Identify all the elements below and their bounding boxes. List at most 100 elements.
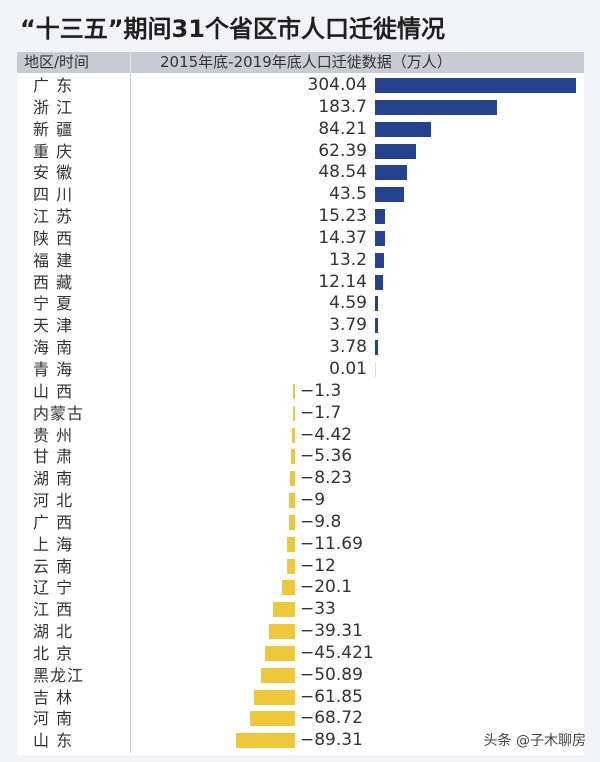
bar-positive	[375, 274, 384, 290]
table-row: 重 庆 62.39	[17, 141, 584, 163]
table-row: 福 建 13.2	[17, 250, 584, 272]
table-row: 甘 肃 −5.36	[17, 446, 584, 468]
table-row: 山 东 −89.31	[17, 730, 584, 752]
header-region: 地区/时间	[24, 53, 90, 71]
migration-value: −1.7	[300, 402, 342, 423]
bar-negative	[288, 514, 295, 530]
column-divider	[130, 73, 131, 753]
migration-value: −9	[300, 490, 326, 511]
migration-value: −61.85	[300, 686, 363, 707]
table-row: 山 西 −1.3	[17, 381, 584, 403]
source-watermark: 头条 @子木聊房	[483, 733, 586, 749]
table-row: 四 川 43.5	[17, 184, 584, 206]
migration-value: 48.54	[318, 162, 367, 183]
table-row: 湖 北 −39.31	[17, 621, 584, 643]
bar-positive	[375, 187, 404, 203]
migration-value: −9.8	[300, 511, 342, 532]
region-name: 广 西	[33, 512, 74, 532]
region-name: 四 川	[33, 185, 74, 205]
migration-value: −45.421	[300, 642, 374, 663]
bar-negative	[287, 558, 295, 574]
migration-value: 13.2	[329, 249, 367, 270]
bar-negative	[281, 580, 295, 596]
migration-value: 84.21	[318, 118, 367, 139]
table-row: 江 苏 15.23	[17, 206, 584, 228]
region-name: 甘 肃	[33, 447, 74, 467]
migration-value: −39.31	[300, 621, 363, 642]
table-row: 宁 夏 4.59	[17, 293, 584, 315]
migration-value: −89.31	[300, 730, 363, 751]
migration-table: 地区/时间 2015年底-2019年底人口迁徙数据（万人） 广 东 304.04 浙…	[17, 52, 584, 755]
migration-value: −5.36	[300, 446, 353, 467]
bar-positive	[375, 209, 386, 225]
region-name: 北 京	[33, 643, 74, 663]
migration-value: 15.23	[318, 206, 367, 227]
bar-positive	[375, 143, 417, 159]
migration-value: 304.04	[307, 75, 367, 95]
region-name: 山 东	[33, 731, 74, 751]
bar-negative	[289, 493, 295, 509]
region-name: 内蒙古	[33, 403, 85, 423]
table-row: 辽 宁 −20.1	[17, 577, 584, 599]
table-row: 黑龙江 −50.89	[17, 665, 584, 687]
region-name: 广 东	[33, 76, 74, 95]
region-name: 云 南	[33, 556, 74, 576]
migration-value: −8.23	[300, 468, 353, 489]
table-row: 江 西 −33	[17, 599, 584, 621]
header-data: 2015年底-2019年底人口迁徙数据（万人）	[160, 53, 452, 71]
bar-positive	[375, 296, 379, 312]
bar-negative	[235, 733, 295, 749]
bar-positive	[375, 318, 378, 334]
bar-negative	[293, 405, 295, 421]
bar-negative	[293, 383, 295, 399]
table-row: 河 南 −68.72	[17, 708, 584, 730]
header-divider	[130, 52, 131, 73]
region-name: 山 西	[33, 381, 74, 401]
table-row: 新 疆 84.21	[17, 119, 584, 141]
migration-value: −33	[300, 599, 336, 620]
region-name: 江 西	[33, 600, 74, 620]
region-name: 辽 宁	[33, 578, 74, 598]
bar-negative	[273, 602, 295, 618]
bar-negative	[261, 667, 295, 683]
region-name: 浙 江	[33, 97, 74, 117]
table-row: 广 东 304.04	[17, 75, 584, 97]
table-row: 内蒙古 −1.7	[17, 403, 584, 425]
migration-value: −1.3	[300, 380, 342, 401]
bar-negative	[292, 427, 295, 443]
table-row: 陕 西 14.37	[17, 228, 584, 250]
region-name: 重 庆	[33, 141, 74, 161]
migration-value: 43.5	[329, 184, 367, 205]
migration-value: 0.01	[329, 358, 367, 379]
chart-title: “十三五”期间31个省区市人口迁徙情况	[20, 15, 445, 43]
table-row: 西 藏 12.14	[17, 272, 584, 294]
bar-positive	[375, 99, 497, 115]
bar-positive	[375, 165, 408, 181]
migration-value: −50.89	[300, 664, 363, 685]
region-name: 宁 夏	[33, 294, 74, 314]
table-row: 上 海 −11.69	[17, 534, 584, 556]
region-name: 上 海	[33, 534, 74, 554]
migration-value: 12.14	[318, 271, 367, 292]
region-name: 青 海	[33, 359, 74, 379]
region-name: 福 建	[33, 250, 74, 270]
migration-value: 14.37	[318, 227, 367, 248]
bar-negative	[268, 624, 295, 640]
bar-positive	[375, 340, 378, 356]
bar-negative	[264, 645, 295, 661]
region-name: 西 藏	[33, 272, 74, 292]
table-row: 北 京 −45.421	[17, 643, 584, 665]
region-name: 黑龙江	[33, 665, 85, 685]
bar-positive	[375, 361, 376, 377]
region-name: 河 南	[33, 709, 74, 729]
migration-value: 4.59	[329, 293, 367, 314]
table-header: 地区/时间 2015年底-2019年底人口迁徙数据（万人）	[17, 52, 584, 73]
region-name: 吉 林	[33, 687, 74, 707]
migration-value: −4.42	[300, 424, 353, 445]
migration-value: −20.1	[300, 577, 353, 598]
table-rows: 广 东 304.04 浙 江 183.7 新 疆 84.21 重 庆 62.39 安 徽 48.5…	[17, 75, 584, 752]
region-name: 湖 北	[33, 622, 74, 642]
migration-value: −12	[300, 555, 336, 576]
bar-positive	[375, 230, 385, 246]
region-name: 海 南	[33, 338, 74, 358]
